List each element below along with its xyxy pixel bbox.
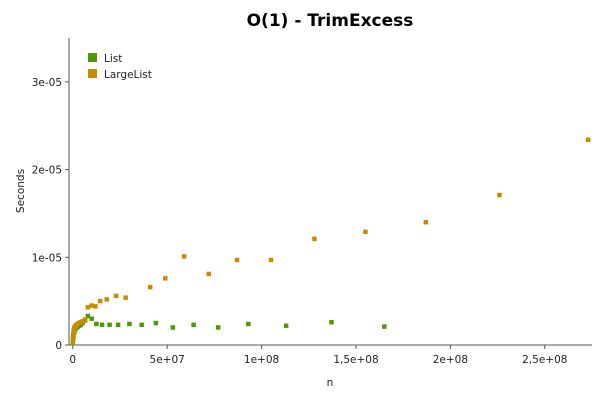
data-point xyxy=(215,325,221,330)
data-point xyxy=(283,323,289,328)
data-point xyxy=(107,322,112,328)
x-tick-label: 0 xyxy=(69,354,76,366)
data-point xyxy=(70,340,76,345)
data-point xyxy=(191,322,196,328)
data-point xyxy=(113,293,119,299)
chart-title: O(1) - TrimExcess xyxy=(247,11,414,31)
x-axis: 0 5e+07 1e+08 1,5e+08 2e+08 2,5e+08 xyxy=(69,345,567,366)
data-point xyxy=(163,276,168,281)
y-tick-label: 0 xyxy=(55,340,62,352)
series-layer xyxy=(70,137,591,346)
x-tick-label: 2,5e+08 xyxy=(522,354,567,366)
data-point xyxy=(246,321,251,327)
data-point xyxy=(99,322,105,328)
data-point xyxy=(82,317,88,322)
data-point xyxy=(85,313,91,319)
data-point xyxy=(497,192,502,198)
data-point xyxy=(329,319,334,325)
data-point xyxy=(181,254,187,259)
data-point xyxy=(93,304,98,309)
x-axis-label: n xyxy=(327,377,334,389)
data-point xyxy=(80,319,85,324)
data-point xyxy=(85,305,91,310)
data-point xyxy=(127,321,132,327)
y-axis-label: Seconds xyxy=(15,169,27,213)
y-tick-label: 2e-05 xyxy=(32,165,62,177)
data-point xyxy=(234,257,240,263)
x-tick-label: 2e+08 xyxy=(433,354,468,366)
series-list xyxy=(70,313,387,346)
data-point xyxy=(71,329,76,335)
data-point xyxy=(89,316,94,321)
legend-swatch xyxy=(88,53,97,62)
legend-label: LargeList xyxy=(104,69,152,81)
x-tick-label: 1,5e+08 xyxy=(333,354,378,366)
y-axis: 0 1e-05 2e-05 3e-05 xyxy=(32,77,69,352)
data-point xyxy=(70,336,76,342)
x-tick-label: 5e+07 xyxy=(150,354,185,366)
data-point xyxy=(170,325,176,330)
data-point xyxy=(147,284,153,290)
data-point xyxy=(312,236,317,242)
data-point xyxy=(94,321,99,327)
data-point xyxy=(423,219,429,225)
data-point xyxy=(115,322,121,328)
legend-swatch xyxy=(88,69,97,78)
data-point xyxy=(139,322,144,328)
data-point xyxy=(70,333,76,338)
series-largelist xyxy=(70,137,591,345)
data-point xyxy=(89,303,94,308)
data-point xyxy=(585,137,591,142)
plot-area xyxy=(68,38,592,346)
legend-label: List xyxy=(104,53,122,65)
y-tick-label: 1e-05 xyxy=(32,252,62,264)
data-point xyxy=(123,295,128,300)
data-point xyxy=(268,257,274,263)
data-point xyxy=(153,320,159,326)
data-point xyxy=(363,229,368,235)
x-tick-label: 1e+08 xyxy=(244,354,279,366)
data-point xyxy=(206,271,211,277)
legend: List LargeList xyxy=(88,53,152,81)
data-point xyxy=(382,324,387,329)
y-tick-label: 3e-05 xyxy=(32,77,62,89)
data-point xyxy=(104,297,110,302)
data-point xyxy=(97,298,103,304)
